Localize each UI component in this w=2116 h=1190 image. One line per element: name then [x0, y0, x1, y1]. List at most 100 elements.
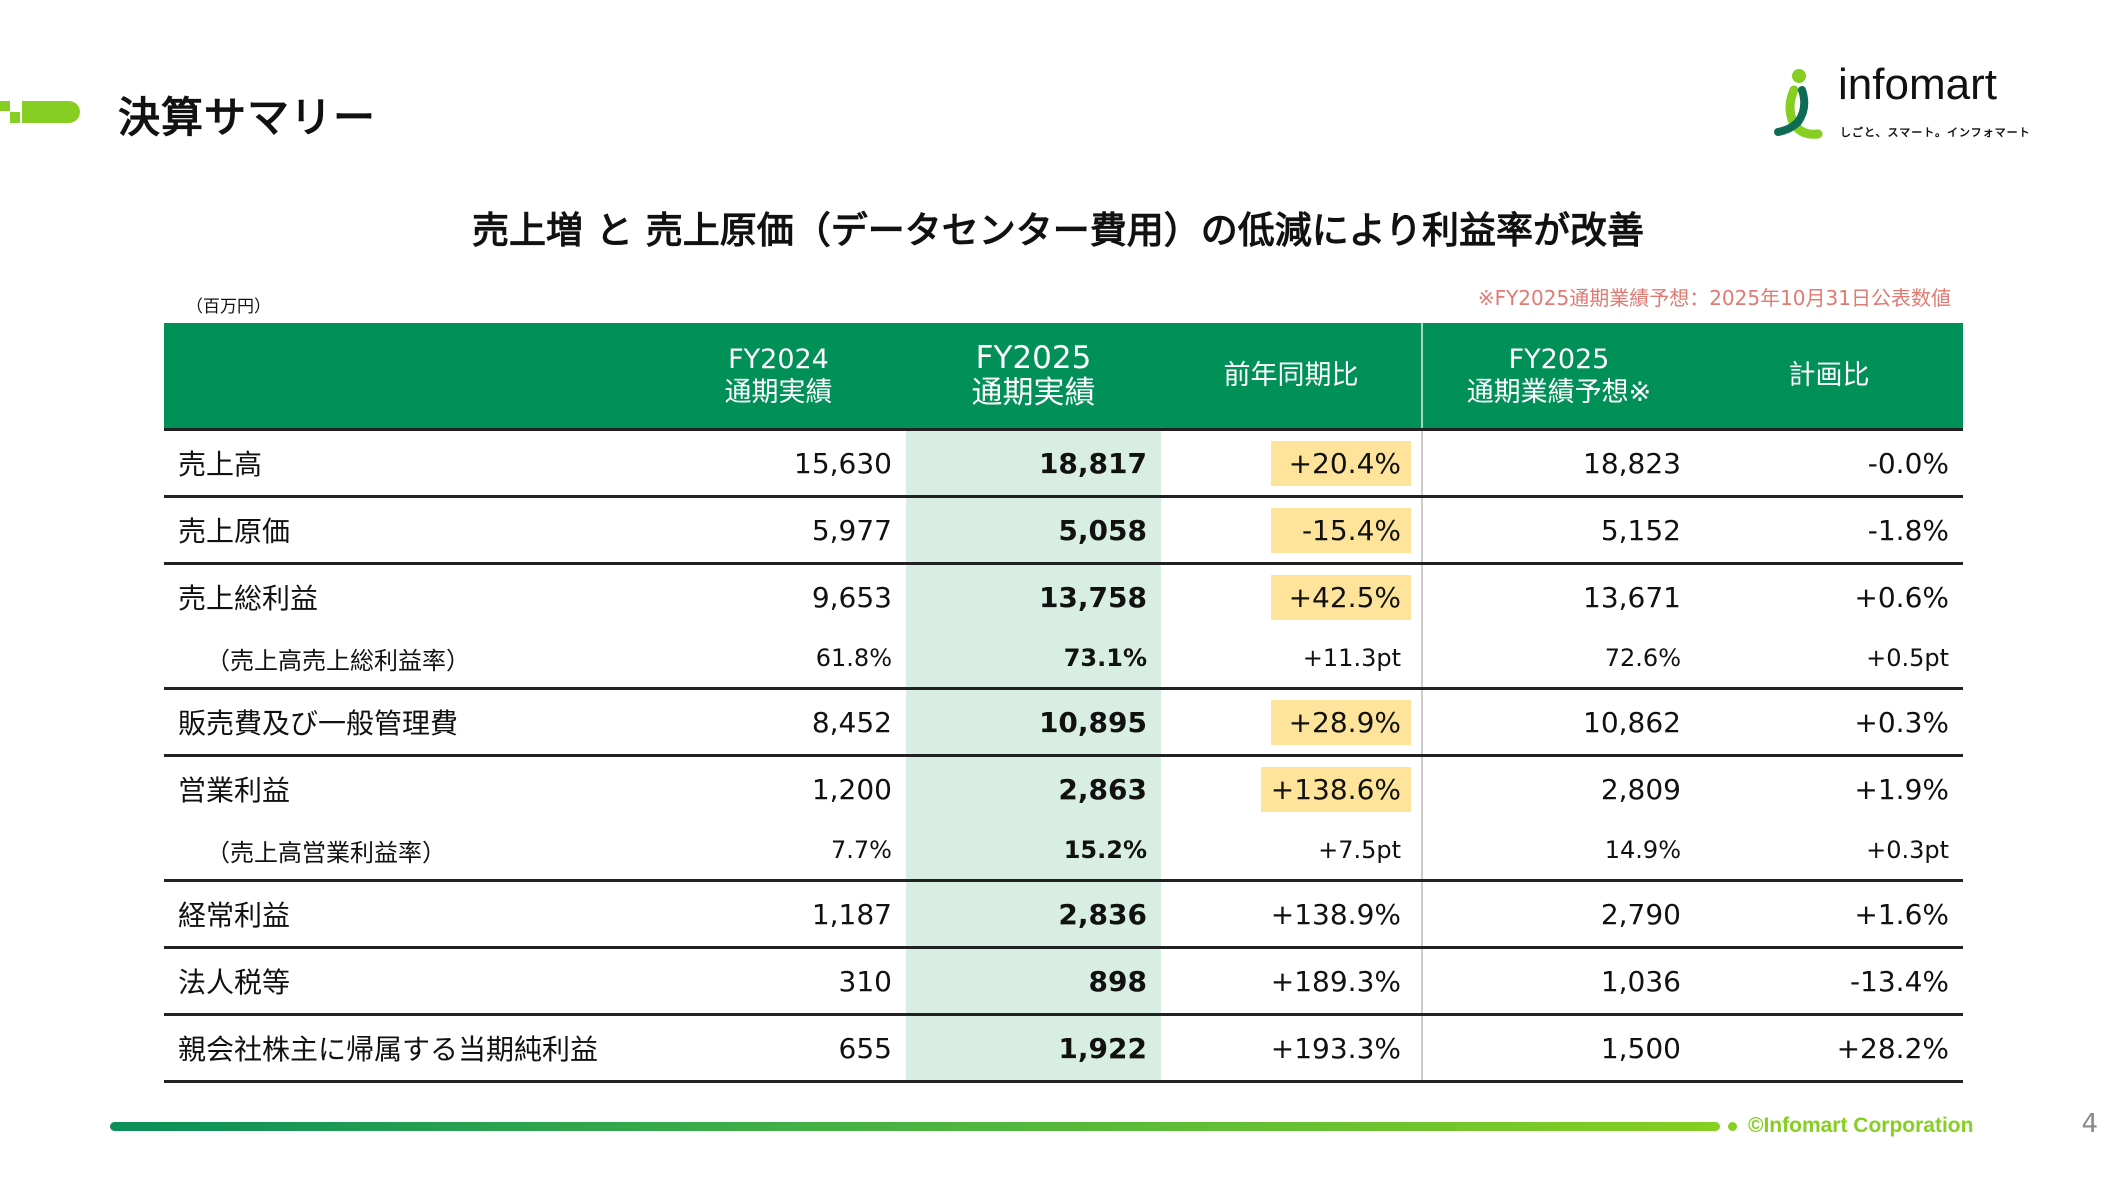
- fy2024-value-cell: 8,452: [651, 687, 906, 756]
- row-label: 売上総利益: [178, 582, 319, 615]
- fy2024-value: 7.7%: [831, 836, 892, 864]
- row-label: 売上原価: [178, 515, 291, 548]
- forecast-value-cell: 10,862: [1421, 687, 1695, 756]
- yoy-value: +7.5pt: [1318, 836, 1401, 864]
- yoy-value-cell: +138.6%: [1161, 754, 1422, 821]
- fy2024-value-cell: 1,200: [651, 754, 906, 821]
- row-label: 営業利益: [178, 774, 291, 807]
- vs-plan-value: -0.0%: [1867, 446, 1949, 480]
- table-row: 経常利益 1,187 2,836 +138.9% 2,790 +1.6%: [164, 879, 1963, 948]
- row-label-cell: 売上原価: [164, 495, 651, 564]
- forecast-value-cell: 14.9%: [1421, 821, 1695, 881]
- forecast-value-cell: 2,790: [1421, 879, 1695, 948]
- fy2024-value-cell: 7.7%: [651, 821, 906, 881]
- table-row: 営業利益 1,200 2,863 +138.6% 2,809 +1.9%: [164, 754, 1963, 821]
- infomart-logo: infomart しごと、スマート。インフォマート: [1772, 60, 2072, 154]
- fy2025-value-cell: 15.2%: [906, 821, 1161, 881]
- fy2025-value: 73.1%: [1063, 644, 1147, 672]
- row-label-cell: 売上総利益: [164, 562, 651, 629]
- fy2024-value-cell: 5,977: [651, 495, 906, 564]
- row-label-cell: （売上高営業利益率）: [164, 821, 651, 881]
- yoy-value: +11.3pt: [1302, 644, 1401, 672]
- row-label-cell: （売上高売上総利益率）: [164, 629, 651, 689]
- row-label: 経常利益: [178, 899, 291, 932]
- logo-figure-icon: [1774, 69, 1823, 139]
- header-fy2024: FY2024 通期実績: [651, 323, 906, 430]
- row-label-cell: 販売費及び一般管理費: [164, 687, 651, 756]
- forecast-note: ※FY2025通期業績予想：2025年10月31日公表数値: [1477, 286, 1951, 310]
- table-subrow: （売上高売上総利益率） 61.8% 73.1% +11.3pt 72.6% +0.5pt: [164, 629, 1963, 689]
- forecast-value-cell: 18,823: [1421, 428, 1695, 497]
- row-label-cell: 法人税等: [164, 946, 651, 1015]
- forecast-value-cell: 13,671: [1421, 562, 1695, 629]
- row-label: 親会社株主に帰属する当期純利益: [178, 1033, 599, 1066]
- row-label-cell: 売上高: [164, 428, 651, 497]
- forecast-value: 5,152: [1600, 513, 1681, 547]
- footer-divider: [110, 1122, 1720, 1131]
- vs-plan-value: +0.6%: [1854, 580, 1949, 614]
- yoy-value: +138.6%: [1260, 766, 1411, 812]
- vs-plan-value: +1.9%: [1854, 772, 1949, 806]
- row-label-cell: 営業利益: [164, 754, 651, 821]
- vs-plan-value: +28.2%: [1836, 1031, 1949, 1065]
- fy2025-value-cell: 5,058: [906, 495, 1161, 564]
- vs-plan-value: +0.3pt: [1866, 836, 1949, 864]
- logo-tagline: しごと、スマート。インフォマート: [1840, 126, 2031, 139]
- vs-plan-value-cell: +0.3%: [1695, 687, 1963, 756]
- header-forecast: FY2025 通期業績予想※: [1421, 323, 1695, 430]
- yoy-value-cell: +138.9%: [1161, 879, 1422, 948]
- vs-plan-value-cell: +0.6%: [1695, 562, 1963, 629]
- fy2025-value: 898: [1088, 964, 1147, 998]
- footer-dot: [1728, 1122, 1737, 1131]
- fy2025-value-cell: 2,863: [906, 754, 1161, 821]
- title-accent-icon: [0, 101, 80, 123]
- yoy-value: +189.3%: [1270, 964, 1401, 998]
- row-label: （売上高営業利益率）: [206, 838, 446, 867]
- vs-plan-value-cell: +1.6%: [1695, 879, 1963, 948]
- table-subrow: （売上高営業利益率） 7.7% 15.2% +7.5pt 14.9% +0.3pt: [164, 821, 1963, 881]
- yoy-value-cell: +28.9%: [1161, 687, 1422, 756]
- vs-plan-value-cell: -0.0%: [1695, 428, 1963, 497]
- page-title: 決算サマリー: [118, 93, 377, 142]
- forecast-value: 1,500: [1600, 1031, 1681, 1065]
- fy2024-value-cell: 1,187: [651, 879, 906, 948]
- fy2025-value: 2,836: [1058, 897, 1147, 931]
- table-row: 親会社株主に帰属する当期純利益 655 1,922 +193.3% 1,500 +28.2…: [164, 1013, 1963, 1083]
- forecast-value: 14.9%: [1604, 836, 1681, 864]
- logo-wordmark: infomart: [1838, 60, 1997, 109]
- yoy-value-cell: -15.4%: [1161, 495, 1422, 564]
- fy2024-value-cell: 61.8%: [651, 629, 906, 689]
- yoy-value: +28.9%: [1271, 699, 1411, 745]
- table-row: 売上高 15,630 18,817 +20.4% 18,823 -0.0%: [164, 428, 1963, 497]
- fy2024-value-cell: 15,630: [651, 428, 906, 497]
- header-yoy: 前年同期比: [1161, 323, 1422, 430]
- yoy-value-cell: +42.5%: [1161, 562, 1422, 629]
- vs-plan-value-cell: +0.5pt: [1695, 629, 1963, 689]
- fy2024-value: 61.8%: [815, 644, 892, 672]
- slide-subtitle: 売上増 と 売上原価（データセンター費用）の低減により利益率が改善: [471, 209, 1645, 252]
- header-label: [164, 323, 651, 430]
- unit-note: （百万円）: [186, 297, 271, 317]
- yoy-value: -15.4%: [1271, 507, 1411, 553]
- row-label: （売上高売上総利益率）: [206, 646, 470, 675]
- fy2024-value: 15,630: [794, 446, 892, 480]
- table-row: 販売費及び一般管理費 8,452 10,895 +28.9% 10,862 +0.3%: [164, 687, 1963, 756]
- yoy-value: +20.4%: [1271, 440, 1411, 486]
- vs-plan-value-cell: -1.8%: [1695, 495, 1963, 564]
- vs-plan-value: -13.4%: [1849, 964, 1949, 998]
- row-label-cell: 親会社株主に帰属する当期純利益: [164, 1013, 651, 1083]
- table-row: 法人税等 310 898 +189.3% 1,036 -13.4%: [164, 946, 1963, 1015]
- forecast-value: 1,036: [1600, 964, 1681, 998]
- yoy-value-cell: +189.3%: [1161, 946, 1422, 1015]
- fy2025-value: 15.2%: [1063, 836, 1147, 864]
- forecast-value-cell: 5,152: [1421, 495, 1695, 564]
- fy2025-value: 18,817: [1038, 446, 1147, 480]
- row-label: 売上高: [178, 448, 263, 481]
- fy2025-value: 5,058: [1058, 513, 1147, 547]
- forecast-value: 72.6%: [1604, 644, 1681, 672]
- vs-plan-value-cell: -13.4%: [1695, 946, 1963, 1015]
- page-number: 4: [2081, 1109, 2098, 1139]
- vs-plan-value-cell: +0.3pt: [1695, 821, 1963, 881]
- forecast-value-cell: 2,809: [1421, 754, 1695, 821]
- yoy-value-cell: +193.3%: [1161, 1013, 1422, 1083]
